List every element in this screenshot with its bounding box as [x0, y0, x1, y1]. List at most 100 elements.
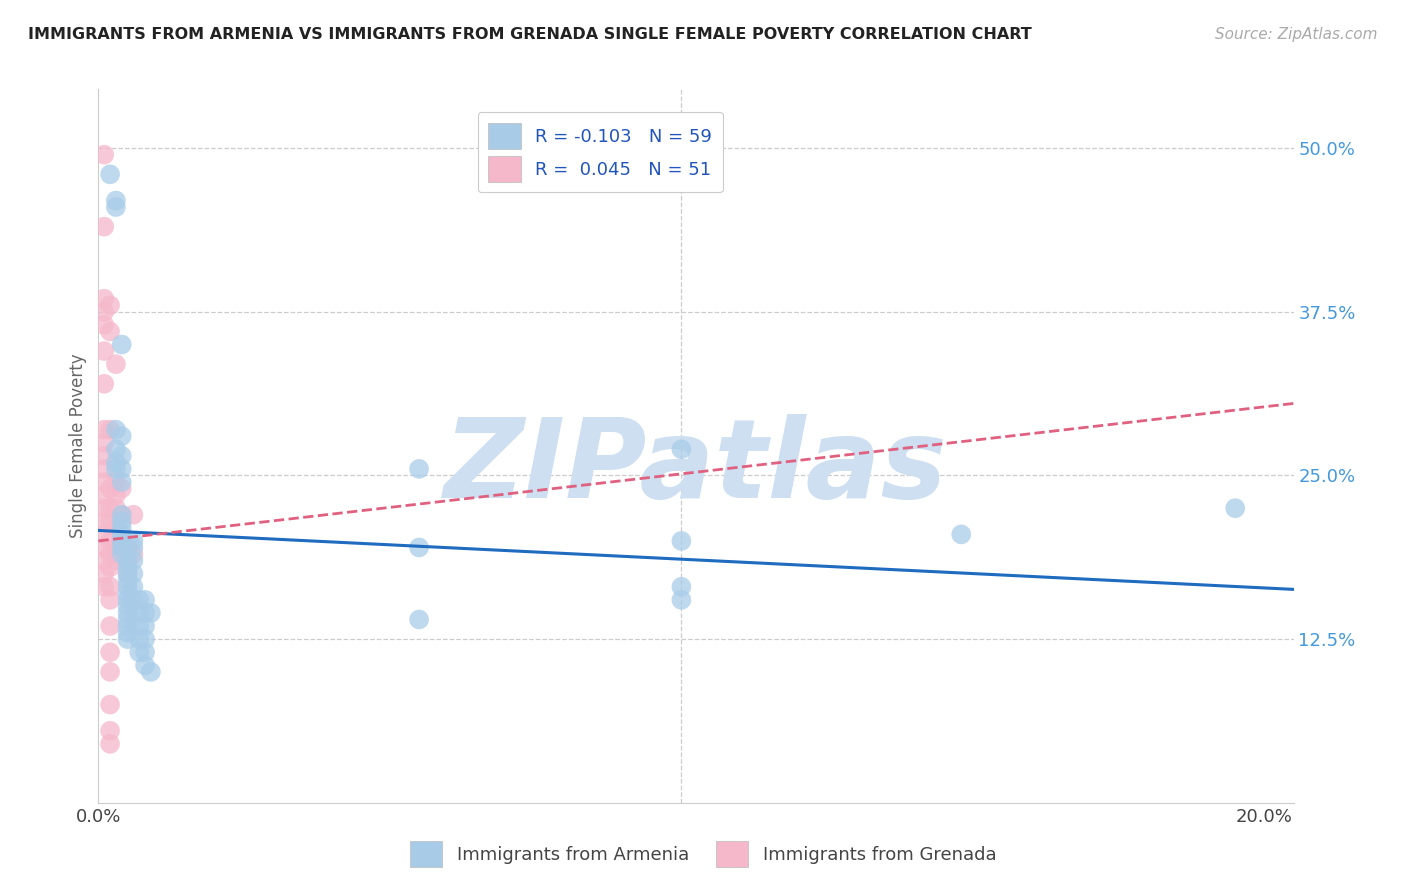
Y-axis label: Single Female Poverty: Single Female Poverty [69, 354, 87, 538]
Point [98, 723, 121, 738]
Point [111, 429, 134, 443]
Point [93, 488, 115, 502]
Point [93, 449, 115, 463]
Point [128, 606, 150, 620]
Text: ZIPatlas: ZIPatlas [444, 414, 948, 521]
Point [93, 292, 115, 306]
Point [134, 606, 156, 620]
Point [93, 501, 115, 516]
Point [93, 344, 115, 359]
Text: IMMIGRANTS FROM ARMENIA VS IMMIGRANTS FROM GRENADA SINGLE FEMALE POVERTY CORRELA: IMMIGRANTS FROM ARMENIA VS IMMIGRANTS FR… [28, 27, 1032, 42]
Point [111, 533, 134, 548]
Point [104, 475, 127, 489]
Point [117, 580, 139, 594]
Point [98, 167, 121, 181]
Point [104, 455, 127, 469]
Point [671, 592, 693, 607]
Point [408, 462, 430, 476]
Point [93, 527, 115, 541]
Point [98, 737, 121, 751]
Point [93, 566, 115, 581]
Point [117, 566, 139, 581]
Point [111, 541, 134, 555]
Point [111, 521, 134, 535]
Point [134, 592, 156, 607]
Point [117, 606, 139, 620]
Point [122, 553, 145, 567]
Point [111, 462, 134, 476]
Point [117, 625, 139, 640]
Point [104, 423, 127, 437]
Point [98, 514, 121, 528]
Point [104, 442, 127, 457]
Point [93, 580, 115, 594]
Point [111, 508, 134, 522]
Point [1225, 501, 1247, 516]
Point [98, 325, 121, 339]
Point [93, 147, 115, 161]
Point [93, 305, 115, 319]
Point [93, 376, 115, 391]
Point [111, 482, 134, 496]
Point [93, 219, 115, 234]
Point [93, 541, 115, 555]
Point [111, 533, 134, 548]
Point [93, 435, 115, 450]
Point [111, 449, 134, 463]
Point [671, 442, 693, 457]
Text: Source: ZipAtlas.com: Source: ZipAtlas.com [1215, 27, 1378, 42]
Point [93, 318, 115, 332]
Legend: R = -0.103   N = 59, R =  0.045   N = 51: R = -0.103 N = 59, R = 0.045 N = 51 [478, 112, 723, 193]
Legend: Immigrants from Armenia, Immigrants from Grenada: Immigrants from Armenia, Immigrants from… [402, 834, 1004, 874]
Point [98, 592, 121, 607]
Point [671, 533, 693, 548]
Point [117, 566, 139, 581]
Point [408, 612, 430, 626]
Point [134, 632, 156, 647]
Point [104, 200, 127, 214]
Point [122, 580, 145, 594]
Point [117, 560, 139, 574]
Point [98, 560, 121, 574]
Point [111, 508, 134, 522]
Point [671, 580, 693, 594]
Point [117, 586, 139, 600]
Point [111, 475, 134, 489]
Point [104, 541, 127, 555]
Point [93, 462, 115, 476]
Point [98, 645, 121, 659]
Point [122, 533, 145, 548]
Point [98, 547, 121, 561]
Point [139, 665, 162, 679]
Point [122, 508, 145, 522]
Point [98, 533, 121, 548]
Point [128, 592, 150, 607]
Point [93, 514, 115, 528]
Point [98, 482, 121, 496]
Point [111, 514, 134, 528]
Point [117, 619, 139, 633]
Point [98, 619, 121, 633]
Point [117, 632, 139, 647]
Point [98, 665, 121, 679]
Point [134, 658, 156, 673]
Point [117, 592, 139, 607]
Point [117, 553, 139, 567]
Point [117, 612, 139, 626]
Point [98, 698, 121, 712]
Point [950, 527, 973, 541]
Point [104, 553, 127, 567]
Point [104, 194, 127, 208]
Point [117, 573, 139, 587]
Point [104, 462, 127, 476]
Point [111, 527, 134, 541]
Point [98, 298, 121, 312]
Point [98, 501, 121, 516]
Point [104, 501, 127, 516]
Point [122, 592, 145, 607]
Point [134, 619, 156, 633]
Point [117, 541, 139, 555]
Point [122, 566, 145, 581]
Point [117, 599, 139, 614]
Point [93, 553, 115, 567]
